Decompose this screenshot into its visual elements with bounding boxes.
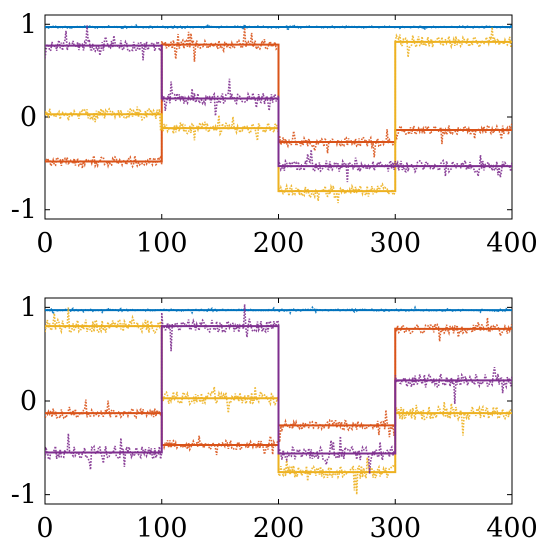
y-tick-label: 1: [20, 9, 37, 40]
y-tick-label: 0: [20, 102, 37, 133]
series-noisy-7: [45, 304, 512, 474]
x-tick-label: 200: [253, 228, 305, 259]
series-noisy-7: [45, 25, 512, 183]
y-tick-label: 0: [20, 386, 37, 417]
series-noisy-1: [45, 305, 512, 317]
x-tick-label: 300: [369, 228, 421, 259]
x-tick-label: 400: [486, 513, 538, 544]
x-tick-label: 0: [36, 513, 53, 544]
x-tick-label: 300: [369, 513, 421, 544]
plot-area: [45, 304, 512, 495]
y-tick-label: -1: [11, 480, 37, 511]
x-tick-label: 200: [253, 513, 305, 544]
series-noisy-3: [45, 27, 512, 169]
y-tick-label: -1: [11, 195, 37, 226]
x-tick-label: 0: [36, 228, 53, 259]
x-tick-label: 100: [136, 228, 188, 259]
x-tick-label: 400: [486, 228, 538, 259]
series-noisy-1: [45, 22, 512, 34]
plot-area: [45, 22, 512, 204]
x-tick-label: 100: [136, 513, 188, 544]
series-noisy-5: [45, 27, 512, 204]
y-tick-label: 1: [20, 292, 37, 323]
